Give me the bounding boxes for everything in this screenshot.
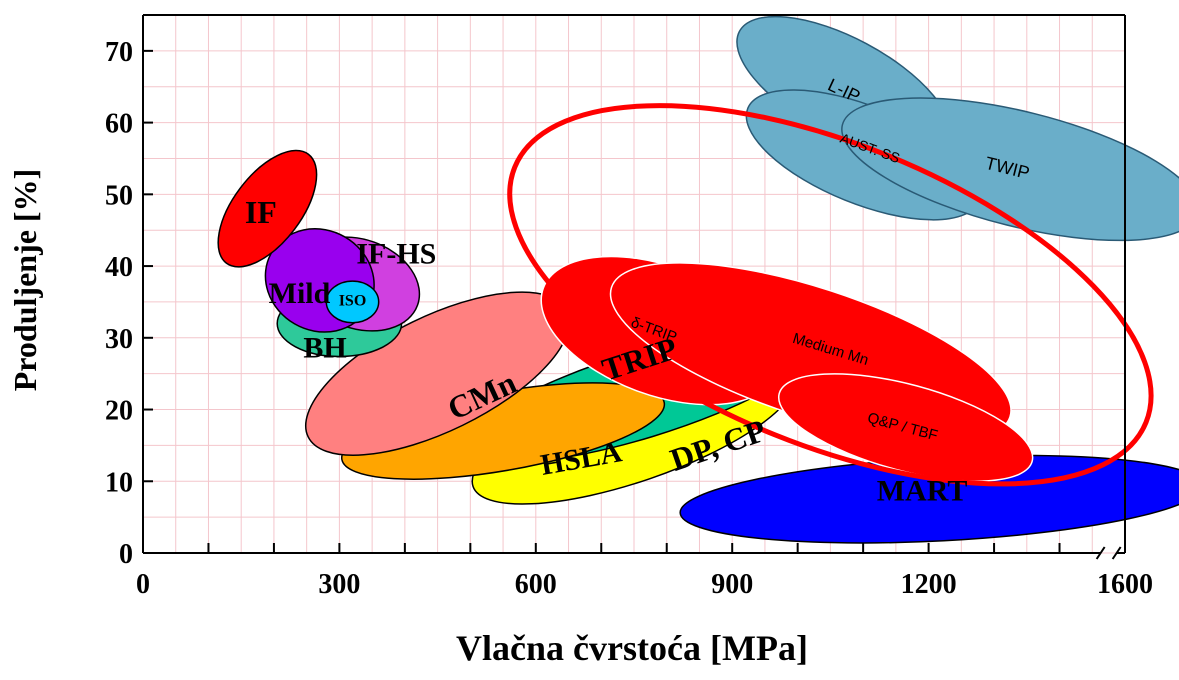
region-iso bbox=[325, 280, 380, 324]
region-label-mild: Mild bbox=[269, 277, 331, 310]
y-tick-label: 40 bbox=[105, 252, 133, 283]
region-label-if: IF bbox=[245, 194, 277, 230]
region-label-if-hs: IF-HS bbox=[356, 238, 436, 271]
region-if bbox=[217, 149, 318, 268]
y-tick-label: 20 bbox=[105, 396, 133, 427]
x-tick-label: 600 bbox=[515, 569, 557, 600]
region-twip bbox=[841, 97, 1179, 242]
y-tick-label: 60 bbox=[105, 109, 133, 140]
x-tick-label: 300 bbox=[318, 569, 360, 600]
y-axis-title: Produljenje [%] bbox=[7, 169, 43, 391]
axis-break-mark bbox=[1095, 546, 1106, 560]
y-tick-label: 70 bbox=[105, 37, 133, 68]
y-tick-label: 0 bbox=[119, 539, 133, 570]
regions bbox=[217, 15, 1179, 544]
region-label-mart: MART bbox=[877, 474, 968, 507]
x-tick-label: 1200 bbox=[901, 569, 957, 600]
x-tick-label: 1600 bbox=[1097, 569, 1153, 600]
region-qp-tbf bbox=[777, 373, 1034, 482]
region-label-iso: ISO bbox=[339, 293, 367, 310]
y-tick-label: 30 bbox=[105, 324, 133, 355]
x-axis-title: Vlačna čvrstoća [MPa] bbox=[456, 628, 808, 668]
x-tick-label: 0 bbox=[136, 569, 150, 600]
highlight bbox=[507, 103, 1154, 487]
axes: 0 300 600 900 1200 1600 0 10 20 30 40 50 60 70 bbox=[105, 14, 1153, 600]
axis-break-mark bbox=[1111, 546, 1122, 560]
y-tick-label: 50 bbox=[105, 180, 133, 211]
x-tick-label: 900 bbox=[711, 569, 753, 600]
y-tick-label: 10 bbox=[105, 467, 133, 498]
ahss-highlight-ellipse bbox=[507, 103, 1154, 487]
region-label-bh: BH bbox=[303, 332, 346, 365]
